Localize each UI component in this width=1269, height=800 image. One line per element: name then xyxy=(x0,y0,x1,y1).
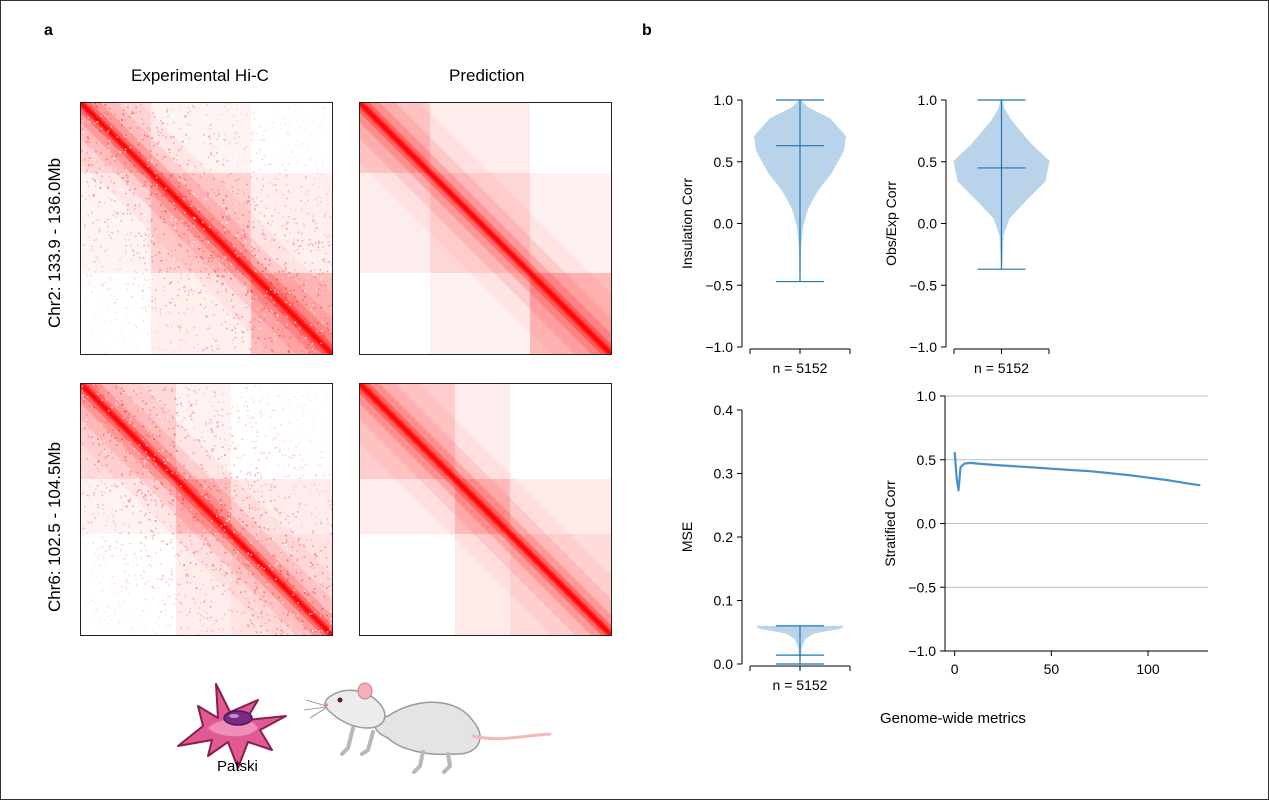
y-tick-label-1-0: −1.0 xyxy=(909,339,937,355)
y-axis-label-3: Stratified Corr xyxy=(882,480,898,567)
y-tick-label-2-0: 0.0 xyxy=(714,656,734,672)
y-axis-label-0: Insulation Corr xyxy=(679,178,695,269)
y-tick-label-3-1: −0.5 xyxy=(908,579,936,595)
y-tick-label-3-0: −1.0 xyxy=(908,643,936,659)
col-title-experimental: Experimental Hi-C xyxy=(131,66,269,85)
y-tick-label-1-1: −0.5 xyxy=(909,277,937,293)
patski-illustration xyxy=(177,682,552,774)
violin-plot-0: −1.0 −0.5 0.0 0.5 1.0 Insulation Corr n = 5152 xyxy=(679,92,851,376)
y-tick-label-2-2: 0.2 xyxy=(714,529,734,545)
y-tick-label-0-2: 0.0 xyxy=(714,216,734,232)
y-tick-label-2-3: 0.3 xyxy=(714,466,734,482)
heatmap-prediction-chr6 xyxy=(359,383,612,636)
violin-plot-1: −1.0 −0.5 0.0 0.5 1.0 Obs/Exp Corr n = 5152 xyxy=(883,92,1050,376)
y-tick-label-1-2: 0.0 xyxy=(918,216,938,232)
x-label-1: n = 5152 xyxy=(974,360,1029,376)
fibroblast-cell-icon xyxy=(177,683,287,769)
heatmap-experimental-chr6 xyxy=(80,383,333,636)
y-tick-label-0-0: −1.0 xyxy=(705,339,733,355)
x-label-2: n = 5152 xyxy=(773,677,828,693)
violin-plot-2: 0.0 0.1 0.2 0.3 0.4 MSE n = 5152 xyxy=(679,402,851,693)
y-tick-label-0-4: 1.0 xyxy=(714,92,734,108)
y-tick-label-3-3: 0.5 xyxy=(917,452,937,468)
y-tick-label-2-4: 0.4 xyxy=(714,402,734,418)
x-tick-label-3-2: 100 xyxy=(1136,661,1160,677)
y-tick-label-1-3: 0.5 xyxy=(918,154,938,170)
heatmap-experimental-chr2 xyxy=(80,102,333,355)
x-label-0: n = 5152 xyxy=(773,360,828,376)
y-axis-label-1: Obs/Exp Corr xyxy=(883,181,899,266)
y-axis-label-2: MSE xyxy=(679,522,695,552)
col-title-prediction: Prediction xyxy=(449,66,525,85)
y-tick-label-1-4: 1.0 xyxy=(918,92,938,108)
panel-b-label: b xyxy=(642,22,652,39)
x-tick-label-3-0: 0 xyxy=(951,661,959,677)
heatmap-prediction-chr2 xyxy=(359,102,612,355)
y-tick-label-0-3: 0.5 xyxy=(714,154,734,170)
line-plot-3: −1.0 −0.5 0.0 0.5 1.0 Stratified Corr 0 50 100 xyxy=(882,388,1208,677)
panel-a-label: a xyxy=(44,22,53,39)
cell-label: Patski xyxy=(217,758,258,775)
y-tick-label-3-2: 0.0 xyxy=(917,516,937,532)
mouse-icon xyxy=(303,682,552,774)
y-tick-label-3-4: 1.0 xyxy=(917,388,937,404)
series-line-0 xyxy=(953,452,1201,492)
genome-wide-metrics-caption: Genome-wide metrics xyxy=(880,710,1026,727)
y-tick-label-2-1: 0.1 xyxy=(714,593,734,609)
y-tick-label-0-1: −0.5 xyxy=(705,277,733,293)
x-tick-label-3-1: 50 xyxy=(1044,661,1060,677)
